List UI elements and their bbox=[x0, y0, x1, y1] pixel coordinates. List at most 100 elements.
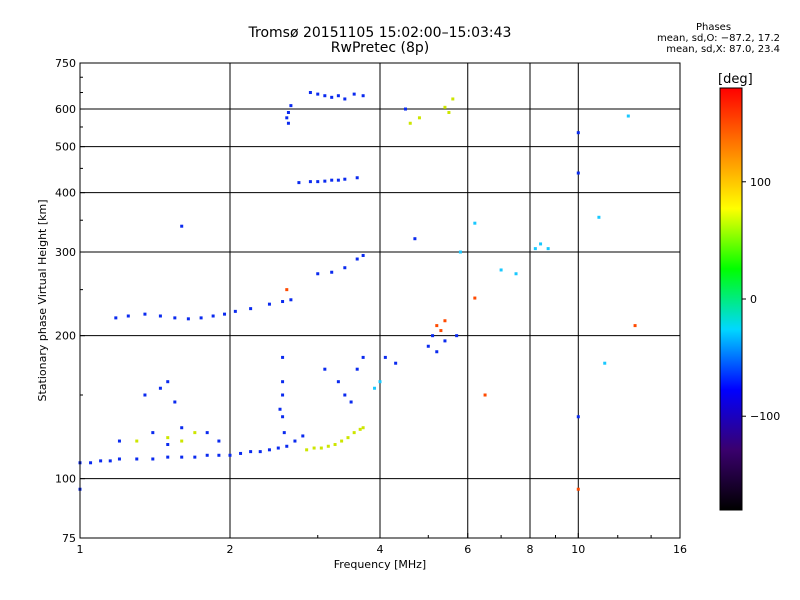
phase-stat-o: mean, sd,O: −87.2, 17.2 bbox=[657, 33, 780, 44]
data-point bbox=[408, 121, 412, 125]
data-point bbox=[285, 444, 289, 448]
data-point bbox=[323, 179, 327, 183]
phase-stat-x: mean, sd,X: 87.0, 23.4 bbox=[666, 44, 780, 55]
data-point bbox=[343, 393, 347, 397]
data-point bbox=[576, 171, 580, 175]
data-point bbox=[135, 439, 139, 443]
data-point bbox=[435, 350, 439, 354]
data-point bbox=[343, 266, 347, 270]
data-point bbox=[336, 380, 340, 384]
y-tick-label: 200 bbox=[55, 330, 76, 343]
data-point bbox=[403, 107, 407, 111]
data-point bbox=[151, 457, 155, 461]
data-point bbox=[546, 247, 550, 251]
data-point bbox=[439, 329, 443, 333]
y-tick-label: 400 bbox=[55, 187, 76, 200]
chart-subtitle: RwPretec (8p) bbox=[330, 40, 430, 56]
data-point bbox=[378, 380, 382, 384]
data-point bbox=[355, 257, 359, 261]
colorbar-unit-label: [deg] bbox=[718, 72, 753, 87]
y-tick-label: 300 bbox=[55, 246, 76, 259]
data-point bbox=[316, 180, 320, 184]
data-point bbox=[361, 94, 365, 98]
colorbar-tick-label: 0 bbox=[750, 293, 757, 306]
data-point bbox=[289, 298, 293, 302]
data-point bbox=[514, 272, 518, 276]
data-point bbox=[293, 439, 297, 443]
data-point bbox=[166, 443, 170, 447]
data-point bbox=[108, 459, 112, 463]
data-point bbox=[126, 314, 130, 318]
data-point bbox=[435, 324, 439, 328]
data-point bbox=[346, 436, 350, 440]
data-point bbox=[352, 92, 356, 96]
data-point bbox=[166, 436, 170, 440]
data-point bbox=[603, 361, 607, 365]
data-point bbox=[249, 307, 253, 311]
y-tick-label: 750 bbox=[55, 57, 76, 70]
colorbar-tick-label: 100 bbox=[750, 176, 771, 189]
colorbar-tick-label: −100 bbox=[750, 410, 780, 423]
y-tick-label: 500 bbox=[55, 141, 76, 154]
data-point bbox=[267, 448, 271, 452]
data-point bbox=[394, 361, 398, 365]
data-point bbox=[158, 386, 162, 390]
x-tick-label: 6 bbox=[464, 543, 471, 556]
data-point bbox=[576, 131, 580, 135]
data-point bbox=[117, 457, 121, 461]
data-point bbox=[199, 316, 203, 320]
y-axis: 75 100 200 300 400 500 600 750 bbox=[55, 57, 85, 545]
data-point bbox=[336, 178, 340, 182]
x-axis-label: Frequency [MHz] bbox=[334, 558, 426, 571]
data-point bbox=[326, 444, 330, 448]
data-point bbox=[358, 427, 362, 431]
data-point bbox=[473, 221, 477, 225]
data-point bbox=[499, 268, 503, 272]
data-point bbox=[576, 415, 580, 419]
data-point bbox=[249, 450, 253, 454]
data-point bbox=[301, 434, 305, 438]
data-point bbox=[413, 237, 417, 241]
y-tick-label: 75 bbox=[62, 532, 76, 545]
data-point bbox=[361, 253, 365, 257]
y-tick-label: 100 bbox=[55, 473, 76, 486]
data-point bbox=[333, 443, 337, 447]
data-point bbox=[343, 177, 347, 181]
data-point bbox=[89, 461, 93, 465]
data-point bbox=[173, 400, 177, 404]
data-point bbox=[323, 367, 327, 371]
data-point bbox=[223, 312, 227, 316]
data-point bbox=[417, 116, 421, 120]
data-point bbox=[281, 355, 285, 359]
data-point bbox=[443, 339, 447, 343]
data-point bbox=[205, 453, 209, 457]
data-point bbox=[539, 242, 543, 246]
data-point bbox=[316, 272, 320, 276]
data-point bbox=[278, 407, 282, 411]
data-point bbox=[473, 296, 477, 300]
x-tick-label: 8 bbox=[527, 543, 534, 556]
data-point bbox=[211, 314, 215, 318]
data-point bbox=[282, 431, 286, 435]
data-point bbox=[114, 316, 118, 320]
data-point bbox=[186, 317, 190, 321]
data-point bbox=[330, 95, 334, 99]
x-tick-label: 10 bbox=[571, 543, 585, 556]
data-point bbox=[180, 224, 184, 228]
phase-heading: Phases bbox=[695, 22, 732, 33]
data-point bbox=[431, 334, 435, 338]
data-point bbox=[373, 386, 377, 390]
data-point bbox=[99, 459, 103, 463]
data-point bbox=[626, 114, 630, 118]
data-point bbox=[336, 94, 340, 98]
chart-title: Tromsø 20151105 15:02:00–15:03:43 bbox=[248, 25, 512, 41]
data-points bbox=[78, 91, 637, 491]
data-point bbox=[323, 94, 327, 98]
data-point bbox=[286, 110, 290, 114]
data-point bbox=[330, 270, 334, 274]
data-point bbox=[308, 180, 312, 184]
data-point bbox=[343, 97, 347, 101]
data-point bbox=[533, 247, 537, 251]
data-point bbox=[443, 319, 447, 323]
data-point bbox=[576, 487, 580, 491]
